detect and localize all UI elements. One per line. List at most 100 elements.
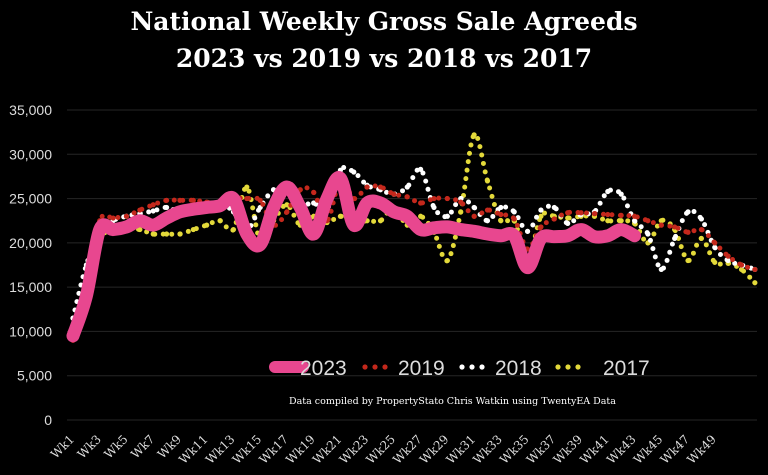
x-tick-label: Wk19 xyxy=(283,432,318,467)
data-point-2019 xyxy=(190,197,196,203)
data-point-2017 xyxy=(565,215,571,221)
legend-swatch-2017 xyxy=(565,364,571,370)
x-tick-label: Wk47 xyxy=(658,432,693,467)
data-point-2017 xyxy=(738,266,745,273)
x-tick-label: Wk5 xyxy=(101,432,130,461)
data-point-2017 xyxy=(605,218,611,224)
data-point-2018 xyxy=(538,207,544,213)
data-point-2019 xyxy=(123,213,130,219)
x-tick-label: Wk25 xyxy=(363,432,398,467)
data-point-2019 xyxy=(444,195,450,202)
data-point-2018 xyxy=(163,204,170,211)
data-point-2017 xyxy=(698,235,704,242)
data-point-2019 xyxy=(150,202,156,208)
data-point-2019 xyxy=(498,211,504,218)
data-point-2017 xyxy=(418,213,424,219)
x-tick-label: Wk13 xyxy=(203,432,238,467)
legend-swatch-2019 xyxy=(372,364,378,370)
data-point-2019 xyxy=(538,224,544,230)
data-point-2019 xyxy=(685,229,691,235)
data-point-2019 xyxy=(551,216,557,222)
x-tick-label: Wk21 xyxy=(310,432,345,467)
data-point-2017 xyxy=(685,257,691,264)
x-tick-label: Wk29 xyxy=(417,432,452,467)
dotted-line-2018 xyxy=(70,164,758,321)
data-point-2019 xyxy=(565,210,571,216)
data-point-2017 xyxy=(471,132,477,138)
data-point-2019 xyxy=(257,197,263,203)
legend-swatch-2017 xyxy=(555,364,561,370)
data-point-2017 xyxy=(618,218,624,224)
data-point-2018 xyxy=(431,204,437,211)
data-point-2018 xyxy=(631,218,638,224)
y-tick-label: 0 xyxy=(44,412,52,428)
legend-swatch-2017 xyxy=(575,364,581,370)
data-point-2017 xyxy=(177,231,183,237)
legend-swatch-2019 xyxy=(382,364,388,370)
data-point-2019 xyxy=(284,209,290,215)
data-point-2017 xyxy=(538,213,544,219)
data-point-2019 xyxy=(672,224,678,230)
data-point-2018 xyxy=(511,209,517,215)
data-point-2019 xyxy=(484,207,491,213)
legend-label-2017: 2017 xyxy=(603,357,650,380)
data-point-2018 xyxy=(725,257,731,264)
data-point-2019 xyxy=(698,226,704,233)
data-point-2019 xyxy=(377,184,384,190)
data-point-2017 xyxy=(217,218,223,224)
data-point-2019 xyxy=(631,213,638,219)
chart-title-line-2: 2023 vs 2019 vs 2018 vs 2017 xyxy=(175,44,593,73)
data-point-2017 xyxy=(204,222,210,228)
data-point-2018 xyxy=(444,213,450,219)
series-2018 xyxy=(70,164,758,321)
data-point-2018 xyxy=(418,166,424,172)
data-point-2019 xyxy=(177,197,183,203)
data-point-2019 xyxy=(471,213,477,219)
data-point-2017 xyxy=(150,231,156,237)
data-point-2018 xyxy=(551,204,557,211)
data-point-2017 xyxy=(484,178,491,184)
data-point-2019 xyxy=(511,216,517,222)
data-point-2017 xyxy=(163,231,170,237)
y-tick-label: 10,000 xyxy=(9,323,52,339)
data-point-2019 xyxy=(712,240,718,246)
data-point-2018 xyxy=(645,231,651,237)
data-point-2017 xyxy=(712,259,718,265)
data-point-2019 xyxy=(658,222,664,228)
y-tick-label: 30,000 xyxy=(9,146,52,162)
data-point-2019 xyxy=(431,195,437,202)
data-point-2018 xyxy=(524,228,531,234)
data-point-2018 xyxy=(618,191,624,197)
data-point-2019 xyxy=(458,199,464,205)
x-tick-label: Wk27 xyxy=(390,432,425,467)
x-tick-label: Wk15 xyxy=(230,432,265,467)
x-tick-label: Wk7 xyxy=(128,432,157,461)
x-tick-label: Wk17 xyxy=(256,432,291,467)
data-point-2018 xyxy=(672,235,678,242)
series-2023 xyxy=(66,170,642,343)
data-point-2017 xyxy=(752,280,758,286)
data-point-2017 xyxy=(444,257,450,264)
legend-label-2019: 2019 xyxy=(398,357,445,380)
data-point-2018 xyxy=(685,209,691,215)
data-point-2018 xyxy=(150,208,156,214)
data-point-2019 xyxy=(645,218,651,224)
x-tick-label: Wk39 xyxy=(551,432,586,467)
x-tick-label: Wk33 xyxy=(470,432,505,467)
x-tick-label: Wk49 xyxy=(684,432,719,467)
data-point-2017 xyxy=(498,218,504,224)
x-tick-label: Wk37 xyxy=(524,432,559,467)
data-point-2019 xyxy=(404,194,410,200)
x-tick-label: Wk3 xyxy=(75,432,104,461)
data-point-2017 xyxy=(458,209,464,215)
y-tick-label: 35,000 xyxy=(9,102,52,118)
data-point-2018 xyxy=(712,244,718,250)
legend-swatch-2019 xyxy=(362,364,368,370)
data-point-2018 xyxy=(351,169,357,175)
data-point-2018 xyxy=(471,204,477,211)
x-tick-label: Wk35 xyxy=(497,432,532,467)
data-point-2018 xyxy=(484,218,491,224)
data-point-2019 xyxy=(738,262,745,268)
data-point-2019 xyxy=(725,253,731,259)
